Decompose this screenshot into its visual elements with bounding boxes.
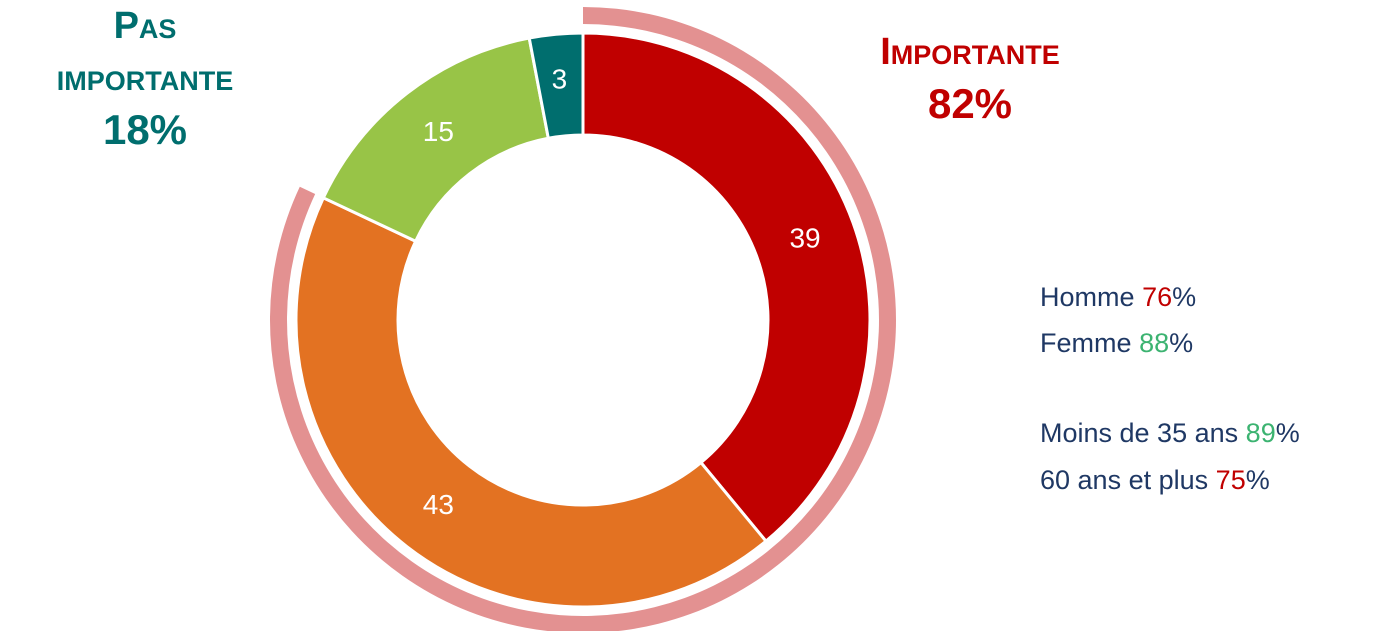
group-name: Importante: [880, 31, 1060, 73]
breakdown-label: Homme: [1040, 282, 1135, 312]
segment-label: 43: [423, 489, 454, 520]
breakdown-value: 89: [1245, 418, 1276, 448]
breakdown-label: Femme: [1040, 328, 1132, 358]
breakdown-line: Homme 76%: [1040, 281, 1196, 313]
group-value: 18%: [102, 106, 188, 153]
breakdown-label: Moins de 35 ans: [1040, 418, 1239, 448]
breakdown-unit: %: [1275, 418, 1300, 448]
group-name: Pas importante: [56, 5, 234, 99]
breakdown-unit: %: [1245, 465, 1270, 495]
segment-label: 15: [423, 116, 454, 147]
segment-label: 3: [552, 63, 568, 94]
breakdown-value: 76: [1142, 282, 1173, 312]
breakdown-unit: %: [1172, 282, 1197, 312]
group-annotation: Importante 82%: [880, 26, 1060, 130]
donut-segment: [294, 195, 769, 609]
donut-segment: [581, 31, 872, 544]
segment-label: 39: [789, 222, 820, 253]
breakdown-label: 60 ans et plus: [1040, 465, 1209, 495]
breakdown-value: 75: [1215, 465, 1246, 495]
donut-segment: [527, 31, 585, 141]
breakdown-line: Moins de 35 ans 89%: [1040, 417, 1300, 449]
group-value: 82%: [927, 80, 1013, 127]
group-annotation: Pas importante 18%: [56, 0, 234, 156]
breakdown-line: Femme 88%: [1040, 327, 1193, 359]
breakdown-unit: %: [1169, 328, 1194, 358]
breakdown-value: 88: [1139, 328, 1170, 358]
breakdown-line: 60 ans et plus 75%: [1040, 464, 1270, 496]
